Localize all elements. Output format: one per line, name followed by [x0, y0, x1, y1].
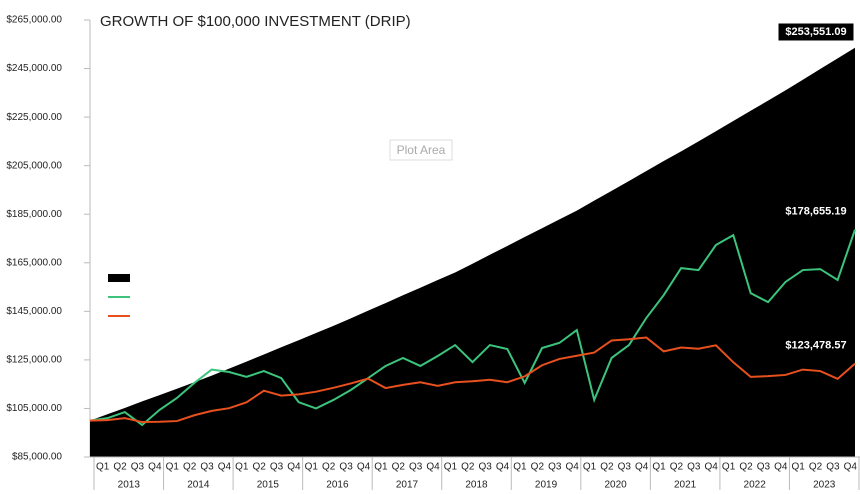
- line: [89, 229, 856, 427]
- x-tick-label: Q2: [183, 462, 197, 473]
- x-tick-label: Q4: [565, 462, 579, 473]
- x-group-label: 2021: [674, 480, 697, 491]
- x-tick-label: Q2: [322, 462, 336, 473]
- end-label-text: $123,478.57: [785, 339, 846, 351]
- x-tick-label: Q1: [513, 462, 527, 473]
- line: [89, 336, 856, 424]
- x-tick-label: Q1: [305, 462, 319, 473]
- x-group-label: 2018: [465, 480, 488, 491]
- x-tick-label: Q3: [757, 462, 771, 473]
- x-tick-label: Q3: [479, 462, 493, 473]
- x-tick-label: Q3: [409, 462, 423, 473]
- x-tick-label: Q2: [392, 462, 406, 473]
- x-tick-label: Q2: [600, 462, 614, 473]
- x-tick-label: Q2: [739, 462, 753, 473]
- x-tick-label: Q1: [791, 462, 805, 473]
- x-tick-label: Q4: [774, 462, 788, 473]
- end-label: $178,655.19: [785, 206, 846, 218]
- y-tick-label: $85,000.00: [12, 452, 62, 463]
- y-tick-label: $185,000.00: [6, 209, 62, 220]
- x-tick-label: Q2: [670, 462, 684, 473]
- x-tick-label: Q4: [635, 462, 649, 473]
- legend-label: S&P/TSX COMPOSITE: [133, 291, 223, 301]
- x-tick-label: Q2: [809, 462, 823, 473]
- x-group-label: 2015: [257, 480, 280, 491]
- x-tick-label: Q2: [252, 462, 266, 473]
- area: [90, 47, 855, 457]
- x-tick-label: Q1: [722, 462, 736, 473]
- x-tick-label: Q4: [148, 462, 162, 473]
- x-group-label: 2013: [118, 480, 141, 491]
- end-label-box: [777, 22, 855, 42]
- y-tick-label: $165,000.00: [6, 257, 62, 268]
- x-group-label: 2020: [604, 480, 627, 491]
- x-tick-label: Q3: [826, 462, 840, 473]
- x-tick-label: Q1: [235, 462, 249, 473]
- legend-swatch: [108, 274, 130, 282]
- x-group-label: 2019: [535, 480, 558, 491]
- x-tick-label: Q4: [218, 462, 232, 473]
- y-tick-label: $125,000.00: [6, 355, 62, 366]
- x-tick-label: Q4: [357, 462, 371, 473]
- x-tick-label: Q4: [496, 462, 510, 473]
- end-label: $123,478.57: [785, 339, 846, 351]
- x-tick-label: Q1: [166, 462, 180, 473]
- y-tick-label: $105,000.00: [6, 403, 62, 414]
- x-tick-label: Q3: [548, 462, 562, 473]
- x-tick-label: Q3: [200, 462, 214, 473]
- y-tick-label: $225,000.00: [6, 112, 62, 123]
- legend-label: GMIC: [133, 272, 155, 282]
- x-tick-label: Q3: [339, 462, 353, 473]
- y-tick-label: $145,000.00: [6, 306, 62, 317]
- x-tick-label: Q3: [270, 462, 284, 473]
- x-tick-label: Q3: [687, 462, 701, 473]
- x-tick-label: Q2: [461, 462, 475, 473]
- x-tick-label: Q4: [705, 462, 719, 473]
- y-tick-label: $265,000.00: [6, 15, 62, 26]
- x-group-label: 2016: [326, 480, 349, 491]
- x-tick-label: Q1: [652, 462, 666, 473]
- x-tick-label: Q4: [426, 462, 440, 473]
- x-tick-label: Q2: [113, 462, 127, 473]
- end-label-text: $253,551.09: [785, 26, 846, 38]
- y-tick-label: $245,000.00: [6, 63, 62, 74]
- x-tick-label: Q3: [131, 462, 145, 473]
- x-tick-label: Q4: [287, 462, 301, 473]
- x-group-label: 2022: [744, 480, 767, 491]
- y-tick-label: $205,000.00: [6, 160, 62, 171]
- end-label: $253,551.09: [777, 22, 855, 42]
- x-group-label: 2017: [396, 480, 419, 491]
- x-group-label: 2014: [187, 480, 210, 491]
- tooltip-box: [389, 139, 453, 161]
- legend-label: S&P CANADA AGGREGATE BOND INDEX: [133, 310, 298, 320]
- x-tick-label: Q2: [531, 462, 545, 473]
- x-tick-label: Q1: [444, 462, 458, 473]
- x-tick-label: Q4: [844, 462, 858, 473]
- x-tick-label: Q3: [618, 462, 632, 473]
- tooltip-text: Plot Area: [397, 143, 446, 157]
- x-tick-label: Q1: [583, 462, 597, 473]
- x-group-label: 2023: [813, 480, 836, 491]
- end-label-text: $178,655.19: [785, 206, 846, 218]
- x-tick-label: Q1: [96, 462, 110, 473]
- plot-area-tooltip: Plot Area: [389, 139, 453, 161]
- x-tick-label: Q1: [374, 462, 388, 473]
- chart-title: GROWTH OF $100,000 INVESTMENT (DRIP): [100, 13, 411, 30]
